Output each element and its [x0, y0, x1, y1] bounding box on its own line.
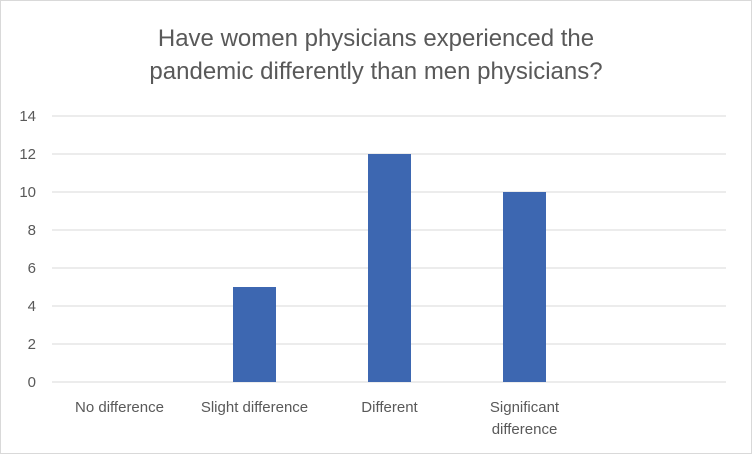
y-tick-label: 6: [28, 260, 36, 277]
y-tick-label: 0: [28, 374, 36, 391]
x-category-label: Significant: [490, 399, 560, 416]
bar: [233, 287, 276, 382]
bars: [233, 154, 546, 382]
y-tick-label: 14: [19, 108, 36, 125]
chart-title-line-2: pandemic differently than men physicians…: [149, 58, 603, 85]
x-category-label: difference: [492, 421, 558, 438]
x-category-label: No difference: [75, 399, 164, 416]
x-category-label: Different: [361, 399, 418, 416]
bar: [368, 154, 411, 382]
x-axis-categories: No difference Slight difference Different S…: [75, 399, 560, 438]
y-tick-label: 2: [28, 336, 36, 353]
y-axis-ticks: 0 2 4 6 8 10 12 14: [19, 108, 36, 391]
y-tick-label: 10: [19, 184, 36, 201]
chart-title: Have women physicians experienced the pa…: [0, 22, 752, 88]
y-tick-label: 4: [28, 298, 36, 315]
y-tick-label: 12: [19, 146, 36, 163]
bar: [503, 192, 546, 382]
x-category-label: Slight difference: [201, 399, 308, 416]
chart-title-line-1: Have women physicians experienced the: [157, 25, 595, 52]
y-tick-label: 8: [28, 222, 36, 239]
